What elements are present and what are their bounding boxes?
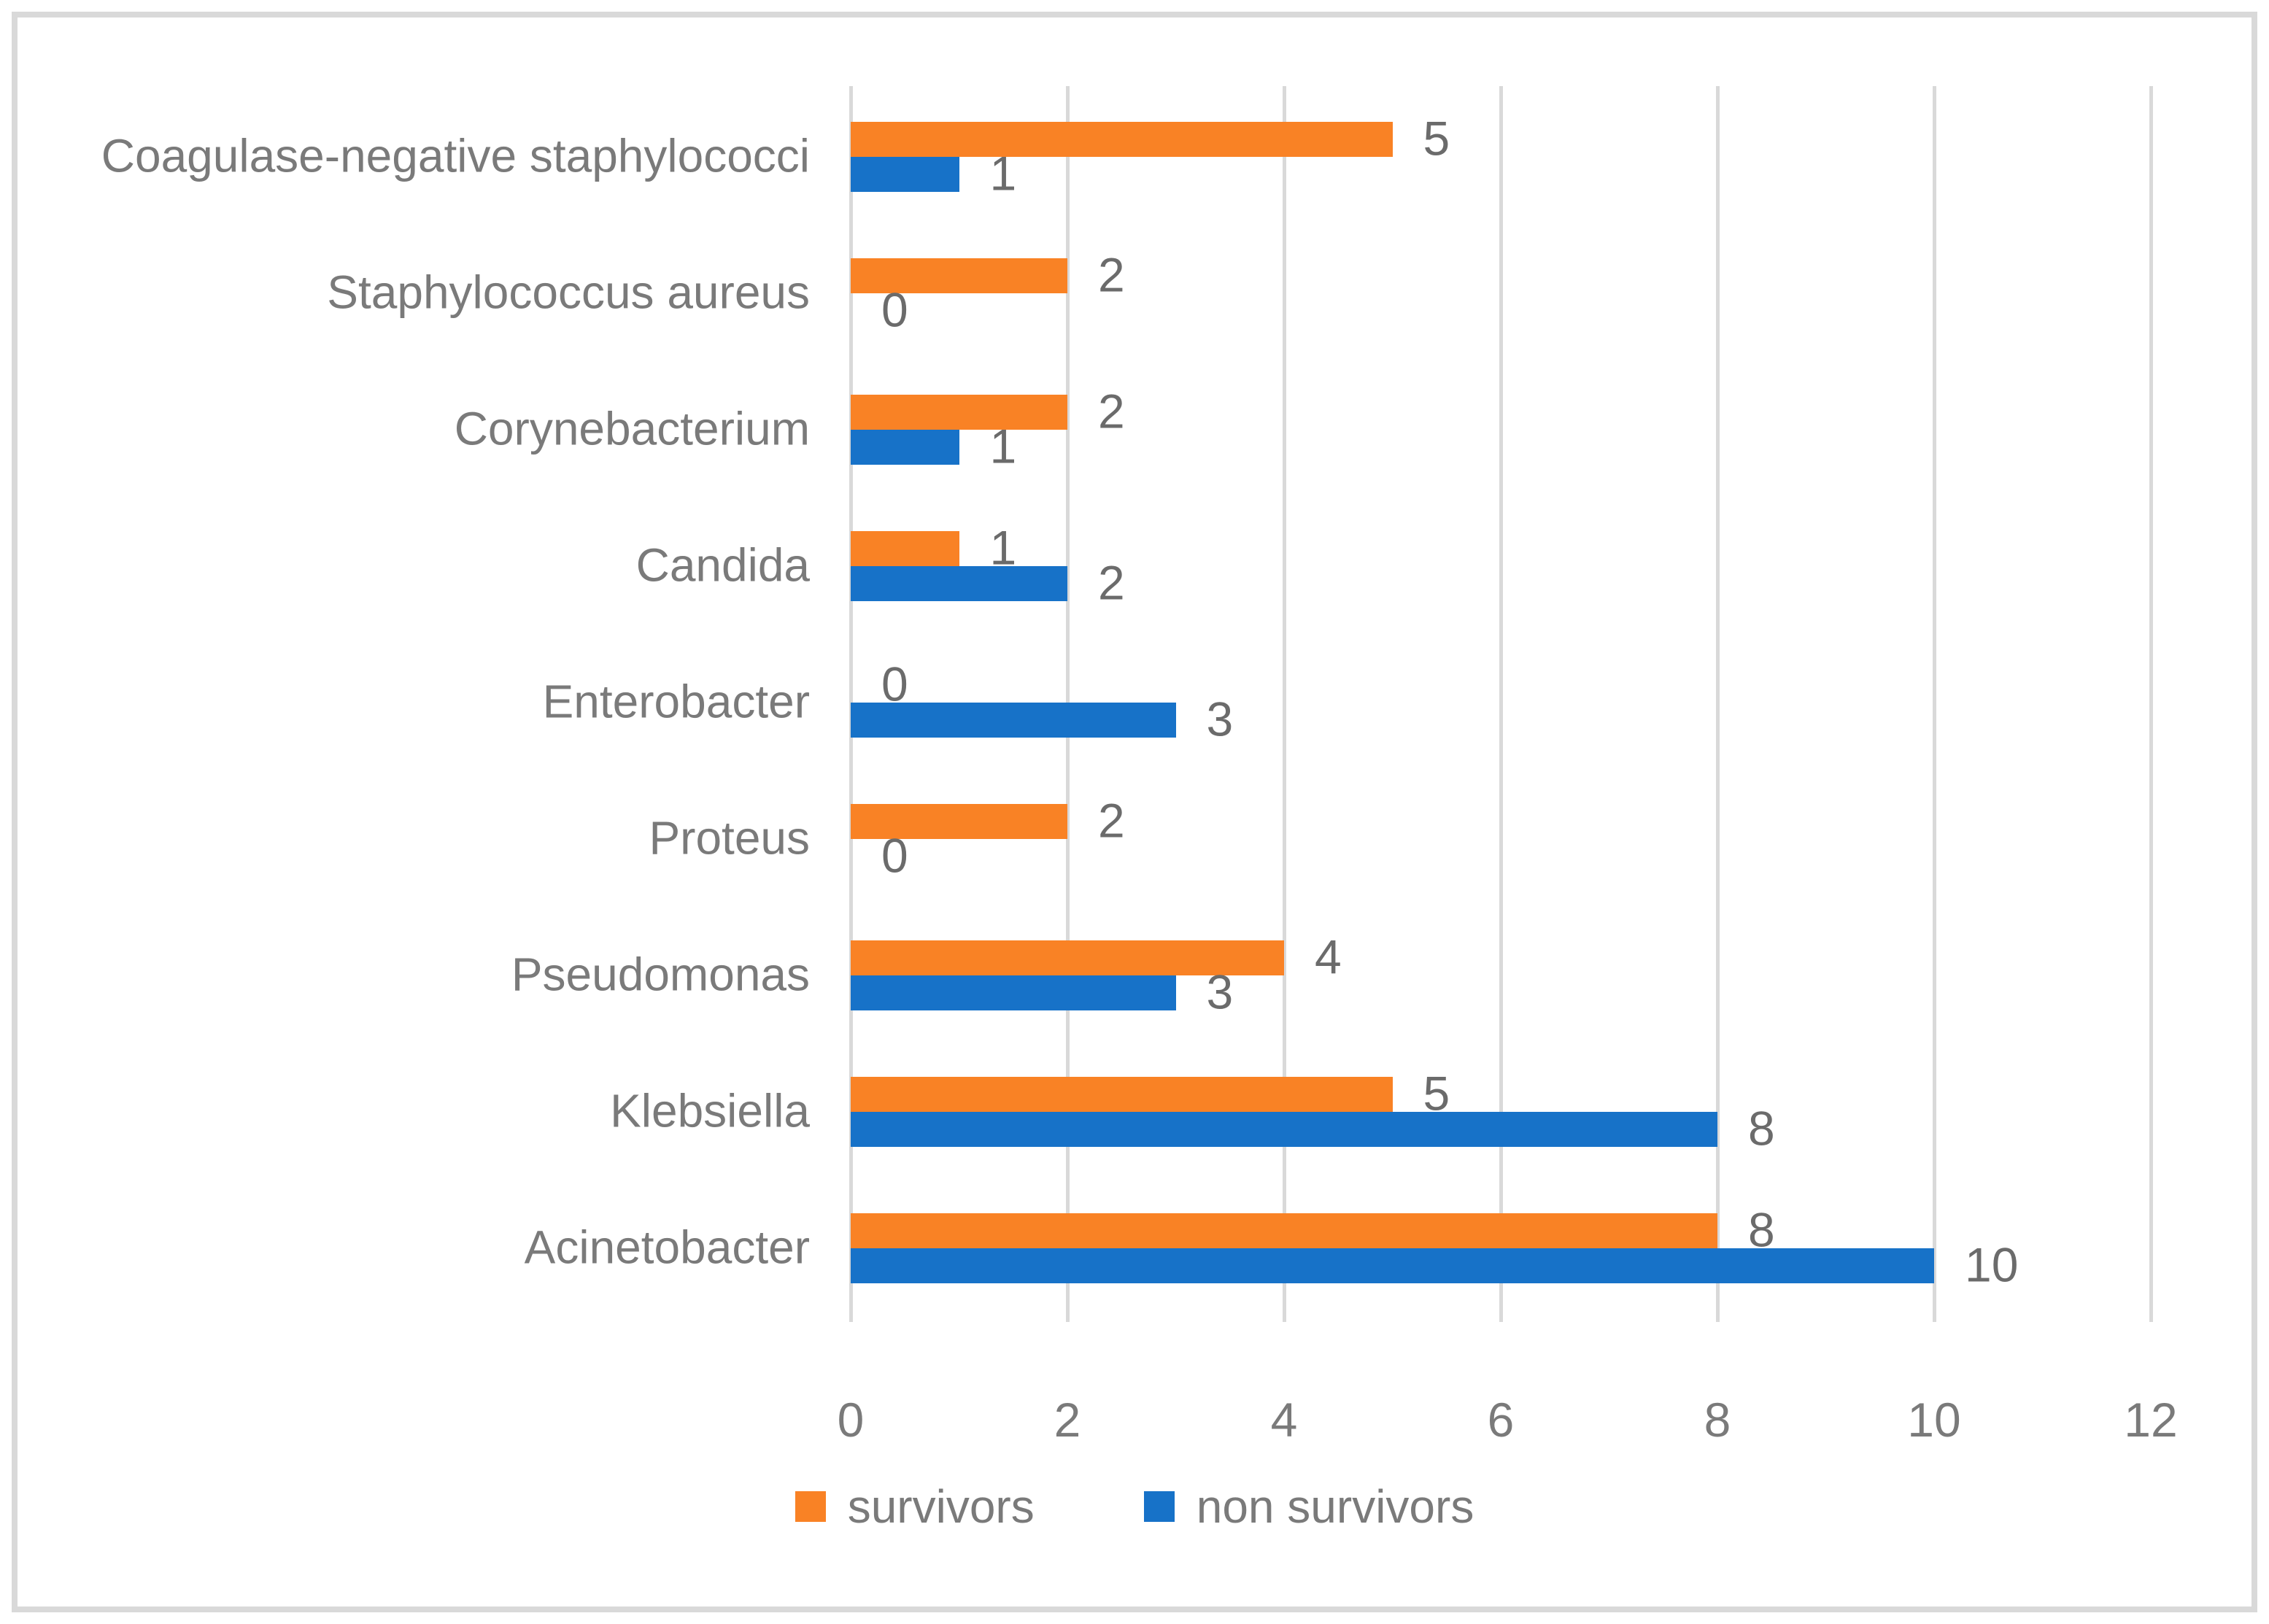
x-tick-label: 2	[1054, 1393, 1081, 1447]
value-label: 4	[1315, 929, 1342, 983]
gridline	[1933, 86, 1936, 1322]
value-label: 2	[1098, 554, 1125, 609]
bar-survivors	[851, 940, 1284, 975]
legend-label: non survivors	[1196, 1480, 1474, 1533]
x-tick-label: 10	[1907, 1393, 1961, 1447]
bar-survivors	[851, 803, 1067, 839]
bar-non-survivors	[851, 975, 1176, 1010]
plot-area	[18, 18, 2251, 1606]
bar-non-survivors	[851, 702, 1176, 738]
value-label: 5	[1423, 110, 1450, 165]
bar-survivors	[851, 394, 1067, 430]
category-label: Acinetobacter	[524, 1221, 810, 1274]
legend-item: non survivors	[1143, 1480, 1474, 1534]
bar-non-survivors	[851, 429, 959, 465]
x-tick-label: 12	[2124, 1393, 2178, 1447]
labels-layer: Coagulase-negative staphylococci 5 1 Staphy…	[18, 18, 2251, 1606]
value-label: 1	[989, 418, 1017, 473]
category-label: Enterobacter	[542, 675, 810, 728]
category-label: Klebsiella	[610, 1084, 810, 1137]
value-label: 8	[1748, 1202, 1775, 1256]
value-label: 10	[1965, 1237, 2019, 1291]
value-label: 3	[1206, 691, 1234, 746]
x-axis: 0 2 4 6 8 10 12	[18, 18, 2251, 1606]
category-label: Pseudomonas	[511, 948, 810, 1001]
gridline	[1499, 86, 1503, 1322]
bar-non-survivors	[851, 1248, 1934, 1283]
value-label: 2	[1098, 792, 1125, 847]
category-label: Candida	[635, 538, 810, 592]
value-label: 8	[1748, 1100, 1775, 1155]
bar-non-survivors	[851, 156, 959, 192]
gridline	[2149, 86, 2153, 1322]
chart-figure: Coagulase-negative staphylococci 5 1 Staphy…	[12, 12, 2257, 1612]
bar-survivors	[851, 530, 959, 566]
value-label: 3	[1206, 964, 1234, 1018]
bar-survivors	[851, 1076, 1393, 1112]
legend-swatch	[1143, 1491, 1175, 1522]
value-label: 0	[881, 282, 908, 336]
legend-swatch	[795, 1491, 826, 1522]
x-tick-label: 0	[837, 1393, 865, 1447]
legend-item: survivors	[795, 1480, 1035, 1534]
category-label: Corynebacterium	[454, 402, 810, 455]
value-label: 0	[881, 827, 908, 882]
value-label: 2	[1098, 383, 1125, 438]
x-tick-label: 6	[1487, 1393, 1515, 1447]
value-label: 1	[989, 519, 1017, 574]
value-label: 0	[881, 656, 908, 711]
value-label: 1	[989, 145, 1017, 200]
legend: survivors non survivors	[18, 1480, 2251, 1534]
bar-non-survivors	[851, 1111, 1717, 1147]
bar-survivors	[851, 121, 1393, 157]
legend-label: survivors	[847, 1480, 1035, 1533]
gridline	[1283, 86, 1286, 1322]
x-tick-label: 4	[1270, 1393, 1298, 1447]
value-label: 2	[1098, 247, 1125, 301]
x-tick-label: 8	[1704, 1393, 1731, 1447]
value-label: 5	[1423, 1065, 1450, 1120]
bar-survivors	[851, 1213, 1717, 1248]
bar-non-survivors	[851, 565, 1067, 601]
category-label: Coagulase-negative staphylococci	[101, 129, 810, 182]
gridline	[1716, 86, 1720, 1322]
category-label: Staphylococcus aureus	[327, 266, 810, 319]
category-label: Proteus	[649, 811, 810, 865]
bar-survivors	[851, 258, 1067, 293]
